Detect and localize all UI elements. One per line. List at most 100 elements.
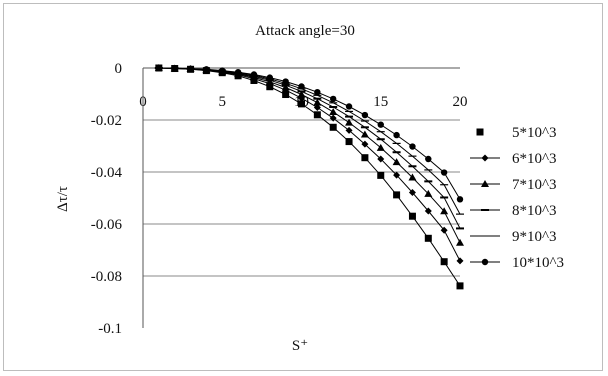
data-point — [408, 165, 417, 168]
legend-marker — [476, 128, 484, 136]
chart-frame — [3, 3, 603, 371]
data-point — [282, 91, 290, 99]
data-point — [376, 143, 385, 151]
legend-item: 8*10^3 — [470, 203, 557, 219]
data-point — [203, 66, 210, 73]
data-point — [425, 155, 432, 163]
data-point — [155, 64, 163, 72]
data-point — [361, 154, 369, 162]
data-point — [329, 102, 338, 104]
data-point — [424, 234, 432, 242]
data-point — [345, 115, 354, 118]
data-point — [440, 207, 449, 215]
data-point — [313, 104, 321, 112]
data-point — [329, 114, 337, 122]
y-tick-label: -0.1 — [98, 321, 122, 337]
legend-marker — [481, 154, 489, 162]
data-point — [265, 77, 274, 85]
data-point — [297, 90, 306, 98]
data-point — [456, 196, 464, 203]
x-tick-label: 20 — [453, 94, 468, 110]
data-point — [360, 130, 369, 138]
data-point — [219, 67, 226, 74]
legend: 5*10^3 6*10^3 7*10^3 8*10^3 9*10^3 10*10^3 — [470, 125, 564, 271]
data-point — [234, 68, 242, 76]
data-point — [329, 123, 337, 131]
y-tick-label: -0.02 — [91, 113, 122, 129]
data-point — [424, 180, 433, 183]
data-point — [345, 103, 353, 110]
y-axis-label: Δτ/τ — [55, 186, 71, 212]
data-point — [266, 74, 273, 81]
legend-item: 10*10^3 — [470, 255, 564, 271]
data-point — [440, 184, 449, 186]
data-point — [408, 212, 416, 220]
data-point — [424, 169, 433, 171]
data-point — [408, 173, 417, 181]
data-point — [329, 106, 338, 108]
data-point — [377, 155, 385, 163]
legend-item: 7*10^3 — [470, 177, 557, 193]
legend-marker — [481, 180, 489, 187]
y-tick-label: 0 — [115, 61, 123, 77]
data-point — [409, 143, 416, 150]
y-tick-labels: 0 -0.02 -0.04 -0.06 -0.08 -0.1 — [91, 61, 123, 337]
data-point — [456, 257, 464, 265]
series-line — [158, 67, 461, 287]
x-tick-label: 5 — [219, 94, 227, 110]
data-point — [393, 171, 401, 179]
y-tick-label: -0.06 — [91, 217, 123, 233]
data-point — [393, 131, 400, 139]
data-point — [313, 111, 321, 119]
data-point — [456, 238, 464, 246]
data-point — [314, 88, 321, 96]
data-point — [408, 189, 416, 197]
data-point — [440, 196, 449, 199]
data-point — [440, 258, 448, 266]
data-point — [187, 65, 194, 72]
data-point — [313, 97, 322, 100]
legend-item: 9*10^3 — [470, 229, 557, 245]
data-point — [281, 84, 290, 87]
data-point — [345, 110, 354, 113]
legend-item: 5*10^3 — [476, 125, 557, 141]
data-point — [408, 155, 417, 157]
legend-marker — [481, 209, 489, 211]
data-point — [393, 191, 401, 199]
data-point — [250, 71, 258, 78]
data-point — [392, 151, 401, 154]
legend-marker — [481, 258, 489, 266]
series-10-10-3 — [155, 64, 464, 203]
data-point — [424, 207, 432, 215]
data-point — [440, 169, 448, 176]
legend-label: 6*10^3 — [512, 151, 557, 167]
data-point — [361, 111, 369, 119]
data-point — [298, 83, 305, 90]
data-point — [456, 213, 464, 215]
data-point — [456, 282, 464, 290]
legend-label: 10*10^3 — [512, 255, 564, 271]
series-line — [158, 67, 461, 262]
data-point — [282, 78, 289, 85]
data-point — [392, 142, 401, 144]
y-tick-label: -0.04 — [91, 165, 123, 181]
data-point — [313, 98, 322, 106]
data-point — [171, 65, 178, 72]
data-point — [456, 227, 464, 230]
data-point — [377, 121, 384, 128]
x-axis-label: S⁺ — [292, 338, 308, 354]
data-point — [424, 189, 433, 197]
data-point — [376, 131, 385, 133]
data-point — [345, 138, 353, 146]
data-point — [440, 226, 448, 234]
legend-label: 8*10^3 — [512, 203, 557, 219]
data-point — [360, 126, 369, 129]
legend-label: 5*10^3 — [512, 125, 557, 141]
chart-title: Attack angle=30 — [255, 23, 355, 39]
data-point — [360, 120, 369, 122]
data-point — [298, 100, 305, 108]
series-7-10-3 — [154, 64, 464, 246]
series-6-10-3 — [155, 64, 464, 265]
series-group — [154, 64, 464, 290]
